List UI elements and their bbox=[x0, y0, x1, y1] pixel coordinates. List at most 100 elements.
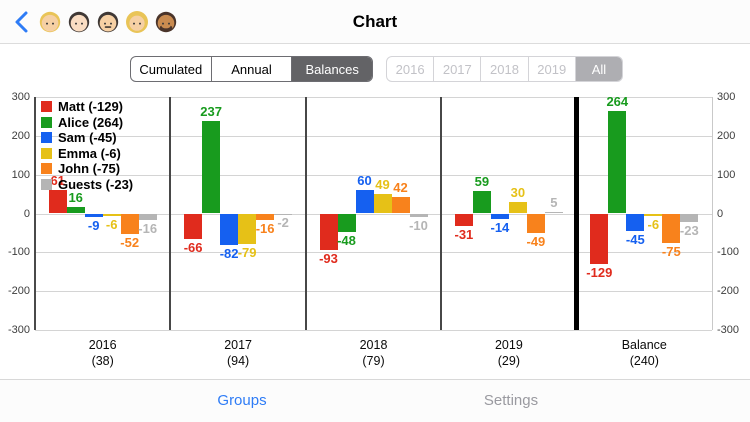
bar-value-label: -2 bbox=[277, 215, 289, 231]
bar-sam-balance bbox=[626, 213, 645, 231]
member-avatar-emoji[interactable] bbox=[96, 10, 120, 34]
bar-value-label: -23 bbox=[679, 223, 699, 239]
segment-all[interactable]: All bbox=[575, 57, 622, 81]
bar-emma-2017 bbox=[238, 213, 257, 245]
bar-john-balance bbox=[662, 213, 681, 243]
segment-2019[interactable]: 2019 bbox=[529, 57, 576, 81]
y-axis-tick-left: 200 bbox=[11, 129, 30, 142]
legend-label: John (-75) bbox=[58, 161, 121, 176]
bar-value-label: -75 bbox=[661, 243, 681, 259]
bar-john-2019 bbox=[526, 213, 545, 233]
bar-matt-2019 bbox=[454, 213, 473, 226]
y-axis-tick-right: 300 bbox=[717, 91, 736, 103]
x-axis-label-2016: 2016 (38) bbox=[88, 338, 117, 368]
bar-value-label: 16 bbox=[68, 190, 83, 206]
bar-value-label: -66 bbox=[183, 240, 203, 256]
legend-color-swatch bbox=[41, 147, 52, 159]
legend-label: Sam (-45) bbox=[58, 130, 117, 145]
bar-value-label: 42 bbox=[393, 180, 408, 196]
bar-john-2018 bbox=[391, 197, 410, 214]
group-separator-line bbox=[440, 97, 443, 330]
bar-sam-2018 bbox=[355, 190, 374, 214]
gridline-300 bbox=[35, 97, 712, 98]
legend-item: Sam (-45) bbox=[41, 130, 133, 145]
bar-alice-2019 bbox=[472, 190, 491, 214]
legend-label: Alice (264) bbox=[58, 114, 124, 130]
bar-emma-balance bbox=[644, 213, 663, 216]
gridline-200 bbox=[35, 135, 712, 137]
legend-color-swatch bbox=[41, 178, 52, 190]
bar-value-label: -31 bbox=[454, 226, 474, 242]
y-axis-tick-right: -300 bbox=[717, 324, 740, 336]
y-axis-line-left bbox=[34, 97, 36, 330]
x-axis-label-2017: 2017 (94) bbox=[224, 338, 252, 368]
group-separator-line bbox=[169, 97, 172, 330]
bar-alice-balance bbox=[608, 110, 627, 214]
x-axis-label-2018: 2018 (79) bbox=[359, 338, 388, 368]
y-axis-tick-left: -100 bbox=[7, 246, 30, 259]
bar-value-label: -82 bbox=[219, 246, 239, 262]
bar-value-label: 5 bbox=[550, 194, 558, 210]
back-chevron-icon[interactable] bbox=[10, 9, 36, 35]
bar-guests-2016 bbox=[138, 213, 157, 220]
y-axis-tick-left: -200 bbox=[7, 285, 30, 298]
bar-sam-2019 bbox=[490, 213, 509, 219]
bar-value-label: -14 bbox=[490, 219, 510, 235]
bar-value-label: -6 bbox=[105, 216, 118, 232]
bottom-tab-bar: Groups Settings bbox=[0, 379, 750, 422]
legend-item: Guests (-23) bbox=[41, 177, 133, 192]
member-avatar-emoji[interactable] bbox=[154, 10, 178, 34]
segment-2016[interactable]: 2016 bbox=[387, 57, 435, 81]
bar-value-label: -52 bbox=[120, 234, 140, 250]
tab-settings[interactable]: Settings bbox=[483, 392, 539, 409]
bar-value-label: 60 bbox=[357, 173, 372, 189]
bar-value-label: -48 bbox=[337, 233, 356, 249]
gridline-0 bbox=[35, 213, 712, 215]
segment-annual[interactable]: Annual bbox=[212, 57, 293, 81]
bar-value-label: -93 bbox=[319, 250, 338, 266]
bar-value-label: -45 bbox=[625, 231, 645, 247]
bar-sam-2017 bbox=[220, 213, 239, 246]
bar-value-label: 264 bbox=[606, 93, 629, 109]
bar-matt-balance bbox=[590, 213, 609, 264]
legend-label: Matt (-129) bbox=[58, 99, 124, 114]
gridline--300 bbox=[35, 330, 712, 331]
bar-value-label: -49 bbox=[526, 233, 546, 249]
bar-value-label: -9 bbox=[87, 217, 100, 233]
bar-emma-2019 bbox=[508, 201, 527, 214]
y-axis-tick-right: 100 bbox=[717, 168, 736, 181]
bar-value-label: 49 bbox=[375, 177, 390, 193]
y-axis-tick-right: 0 bbox=[717, 207, 724, 220]
member-avatar-emoji[interactable] bbox=[125, 10, 149, 34]
bar-guests-2018 bbox=[409, 213, 428, 218]
y-axis-line-right bbox=[712, 97, 713, 330]
gridline--100 bbox=[35, 252, 712, 254]
bar-guests-2019 bbox=[544, 211, 563, 214]
bar-john-2016 bbox=[120, 213, 139, 234]
bar-matt-2018 bbox=[319, 213, 338, 250]
bar-alice-2018 bbox=[337, 213, 356, 233]
bar-emma-2016 bbox=[102, 213, 121, 216]
segment-cumulated[interactable]: Cumulated bbox=[131, 57, 212, 81]
legend-item: John (-75) bbox=[41, 161, 133, 176]
legend-label: Emma (-6) bbox=[58, 145, 121, 161]
member-avatars[interactable] bbox=[38, 10, 178, 34]
balances-bar-chart: 300 300 200 200 100 100 0 0 -100 -100 -200 -200 -300… bbox=[0, 88, 750, 380]
bar-matt-2017 bbox=[184, 213, 203, 240]
segment-2018[interactable]: 2018 bbox=[481, 57, 529, 81]
group-separator-line bbox=[304, 97, 307, 330]
tab-groups[interactable]: Groups bbox=[217, 392, 267, 409]
bar-value-label: -10 bbox=[409, 218, 428, 234]
legend-label: Guests (-23) bbox=[58, 176, 134, 192]
bar-value-label: -79 bbox=[237, 245, 257, 261]
y-axis-tick-right: -200 bbox=[717, 285, 740, 298]
bar-alice-2016 bbox=[66, 207, 85, 214]
bar-emma-2018 bbox=[373, 194, 392, 214]
gridline-100 bbox=[35, 174, 712, 176]
segment-2017[interactable]: 2017 bbox=[434, 57, 482, 81]
member-avatar-emoji[interactable] bbox=[38, 10, 62, 34]
legend-color-swatch bbox=[41, 101, 52, 112]
segment-balances[interactable]: Balances bbox=[292, 57, 372, 81]
member-avatar-emoji[interactable] bbox=[67, 10, 91, 34]
bar-sam-2016 bbox=[84, 213, 103, 217]
